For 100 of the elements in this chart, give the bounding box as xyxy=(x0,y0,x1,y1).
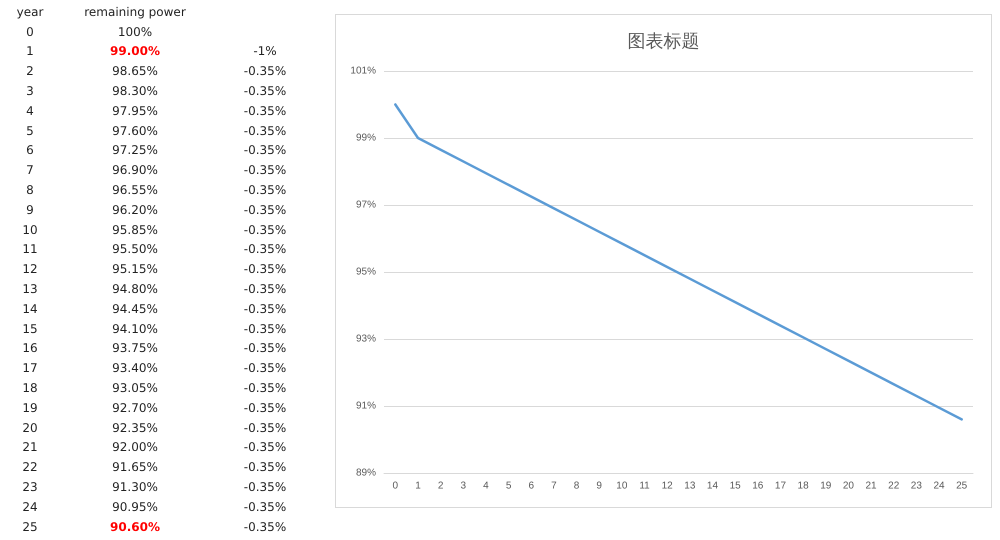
x-tick-label: 17 xyxy=(774,480,786,492)
text: 92.00% xyxy=(111,439,159,456)
text: 94.10% xyxy=(111,320,159,338)
text: -0.35% xyxy=(242,380,288,398)
x-tick-label: 16 xyxy=(752,480,764,492)
x-tick-label: 11 xyxy=(639,480,650,492)
category-label: 2 xyxy=(26,64,34,78)
text: 96.90% xyxy=(111,162,159,180)
x-tick-label: 19 xyxy=(820,480,832,492)
x-tick-label: 18 xyxy=(798,480,810,492)
text: 98.65% xyxy=(111,63,159,80)
text: -0.35% xyxy=(242,202,288,219)
x-tick-label: 0 xyxy=(392,480,399,492)
category-label: 1 xyxy=(26,44,34,58)
text: -0.35% xyxy=(242,222,288,239)
category-label: 3 xyxy=(26,84,34,98)
category-label: 7 xyxy=(26,163,34,178)
text: 97.95% xyxy=(111,102,159,120)
x-tick-label: 6 xyxy=(528,480,534,492)
x-tick-label: 12 xyxy=(662,480,674,492)
category-label: 15 xyxy=(22,322,38,336)
text: 97.25% xyxy=(111,142,159,160)
text: -0.35% xyxy=(242,400,288,417)
text: 99.00% xyxy=(109,43,161,60)
category-label: 8 xyxy=(26,183,34,198)
y-tick-label: 91% xyxy=(356,400,376,412)
x-tick-label: 8 xyxy=(574,480,580,492)
category-label: 10 xyxy=(22,222,38,237)
text: remaining power xyxy=(83,4,187,21)
text: 94.45% xyxy=(111,300,159,318)
x-tick-label: 21 xyxy=(865,480,878,492)
text: -0.35% xyxy=(242,300,288,318)
text: 92.35% xyxy=(111,420,159,437)
x-tick-label: 10 xyxy=(616,480,628,492)
y-tick-label: 95% xyxy=(356,266,376,278)
category-label: 25 xyxy=(22,520,38,534)
x-tick-label: 13 xyxy=(684,480,696,492)
text: 90.60% xyxy=(109,518,161,536)
category-label: 12 xyxy=(22,262,38,276)
text: 100% xyxy=(116,24,154,41)
text: -0.35% xyxy=(242,518,288,536)
text: -0.35% xyxy=(242,63,288,80)
text: 91.30% xyxy=(111,479,159,496)
category-label: 18 xyxy=(22,381,38,396)
text: 96.20% xyxy=(111,202,159,219)
text: -0.35% xyxy=(242,360,288,378)
text: -0.35% xyxy=(242,459,288,476)
text: -0.35% xyxy=(242,241,288,258)
text: 93.75% xyxy=(111,340,159,358)
x-tick-label: 24 xyxy=(933,480,946,492)
text: -0.35% xyxy=(242,439,288,456)
text: -0.35% xyxy=(242,261,288,278)
text: 94.80% xyxy=(111,281,159,298)
x-tick-label: 15 xyxy=(730,480,742,492)
x-tick-label: 20 xyxy=(842,480,854,492)
x-tick-label: 5 xyxy=(506,480,512,492)
category-label: 21 xyxy=(22,440,38,454)
text: -0.35% xyxy=(242,320,288,338)
category-label: 20 xyxy=(22,420,38,435)
text: -0.35% xyxy=(242,420,288,437)
x-tick-label: 22 xyxy=(888,480,900,492)
text: -0.35% xyxy=(242,162,288,180)
x-tick-label: 25 xyxy=(956,480,968,492)
text: 93.40% xyxy=(111,360,159,378)
text: -0.35% xyxy=(242,142,288,160)
text: -1% xyxy=(252,43,278,60)
text: -0.35% xyxy=(242,340,288,358)
x-tick-label: 1 xyxy=(415,480,422,492)
x-tick-label: 14 xyxy=(706,480,718,492)
text: -0.35% xyxy=(242,498,288,516)
text: 95.50% xyxy=(111,241,159,258)
text: -0.35% xyxy=(242,102,288,120)
category-label: 16 xyxy=(22,341,38,356)
x-tick-label: 9 xyxy=(596,480,602,492)
text: 90.95% xyxy=(111,498,159,516)
category-label: 9 xyxy=(26,202,34,217)
y-tick-label: 97% xyxy=(356,200,376,210)
text: 92.70% xyxy=(111,400,159,417)
line-series xyxy=(394,103,963,421)
y-tick-label: 93% xyxy=(356,334,376,344)
chart-title: 图表标题 xyxy=(628,31,700,51)
category-label: 24 xyxy=(22,500,38,514)
category-label: 13 xyxy=(22,282,38,296)
text: -0.35% xyxy=(242,281,288,298)
x-tick-label: 23 xyxy=(910,480,922,492)
y-tick-label: 101% xyxy=(350,66,376,76)
text: 91.65% xyxy=(111,459,159,476)
text: 95.15% xyxy=(111,261,159,278)
x-tick-label: 4 xyxy=(483,480,490,492)
text: -0.35% xyxy=(242,182,288,200)
category-label: 17 xyxy=(22,361,38,376)
text: -0.35% xyxy=(242,122,288,140)
y-tick-label: 89% xyxy=(356,468,376,478)
y-tick-label: 99% xyxy=(356,132,376,144)
text: -0.35% xyxy=(242,83,288,100)
category-label: 19 xyxy=(22,400,38,415)
category-label: 11 xyxy=(22,242,38,256)
x-tick-label: 2 xyxy=(438,480,444,492)
text: -0.35% xyxy=(242,479,288,496)
text: year xyxy=(16,4,44,21)
